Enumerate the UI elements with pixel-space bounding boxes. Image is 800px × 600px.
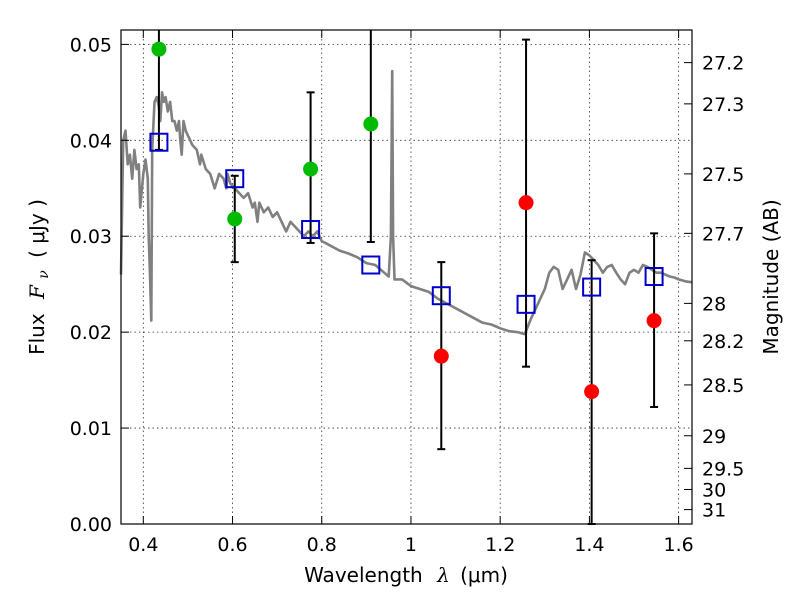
- y-tick-label: 0.01: [70, 418, 112, 440]
- model-box: [431, 286, 451, 306]
- model-photometry: [149, 132, 664, 314]
- detection-point: [151, 41, 167, 57]
- x-tick-label: 1: [405, 534, 417, 556]
- y-tick-label: 0.04: [70, 130, 112, 152]
- model-spectrum: [119, 69, 693, 336]
- y-axis-label: Flux F ν ( μJy ): [25, 199, 53, 355]
- model-box: [361, 255, 381, 275]
- model-spectrum-line: [119, 69, 693, 336]
- y2-tick-label: 30: [702, 479, 726, 501]
- y2-tick-label: 27.5: [702, 164, 744, 186]
- detection-point: [303, 161, 319, 177]
- detection-point: [227, 211, 243, 227]
- detection-point: [363, 116, 379, 132]
- y2-tick-label: 28: [702, 293, 726, 315]
- observed-photometry: [151, 41, 662, 400]
- upper-limit-point: [518, 195, 534, 211]
- y-axis-label-subscript: ν: [36, 270, 52, 279]
- upper-limit-point: [433, 348, 449, 364]
- y2-tick-label: 28.5: [702, 375, 744, 397]
- model-box: [582, 277, 602, 297]
- model-box: [301, 220, 321, 240]
- x-axis-label-text: Wavelength: [304, 563, 423, 587]
- plot-background: [121, 30, 692, 524]
- model-box: [225, 169, 245, 189]
- y-axis-label-text: Flux: [25, 313, 49, 355]
- y2-tick-label: 29: [702, 426, 726, 448]
- x-axis-ticks: 0.4 0.6 0.8 1 1.2 1.4 1.6: [128, 30, 694, 556]
- upper-limit-point: [584, 384, 600, 400]
- y2-tick-label: 31: [702, 500, 726, 522]
- x-axis-label-unit: (μm): [460, 563, 508, 587]
- y-axis-label-symbol: F: [25, 284, 49, 300]
- y-tick-label: 0.02: [70, 322, 112, 344]
- y2-tick-label: 27.7: [702, 223, 744, 245]
- y2-tick-label: 29.5: [702, 458, 744, 480]
- x-tick-label: 1.2: [485, 534, 515, 556]
- x-tick-label: 0.4: [128, 534, 158, 556]
- x-axis-label: Wavelength λ (μm): [304, 563, 508, 587]
- y2-tick-label: 27.3: [702, 94, 744, 116]
- x-tick-label: 1.4: [574, 534, 604, 556]
- model-box: [149, 132, 169, 152]
- upper-limit-point: [646, 313, 662, 329]
- y-axis-ticks: 0.00 0.01 0.02 0.03 0.04 0.05: [70, 34, 129, 536]
- y2-tick-label: 27.2: [702, 53, 744, 75]
- y-tick-label: 0.00: [70, 514, 112, 536]
- x-tick-label: 1.6: [664, 534, 694, 556]
- plot-frame: [120, 29, 693, 525]
- model-box: [516, 294, 536, 314]
- y-tick-label: 0.03: [70, 226, 112, 248]
- y-tick-label: 0.05: [70, 34, 112, 56]
- y2-axis-label: Magnitude (AB): [759, 199, 783, 354]
- y-axis-label-unit: ( μJy ): [25, 199, 49, 258]
- x-tick-label: 0.6: [217, 534, 247, 556]
- y2-tick-label: 28.2: [702, 331, 744, 353]
- x-tick-label: 0.8: [307, 534, 337, 556]
- x-axis-label-symbol: λ: [436, 563, 450, 587]
- model-box: [644, 267, 664, 287]
